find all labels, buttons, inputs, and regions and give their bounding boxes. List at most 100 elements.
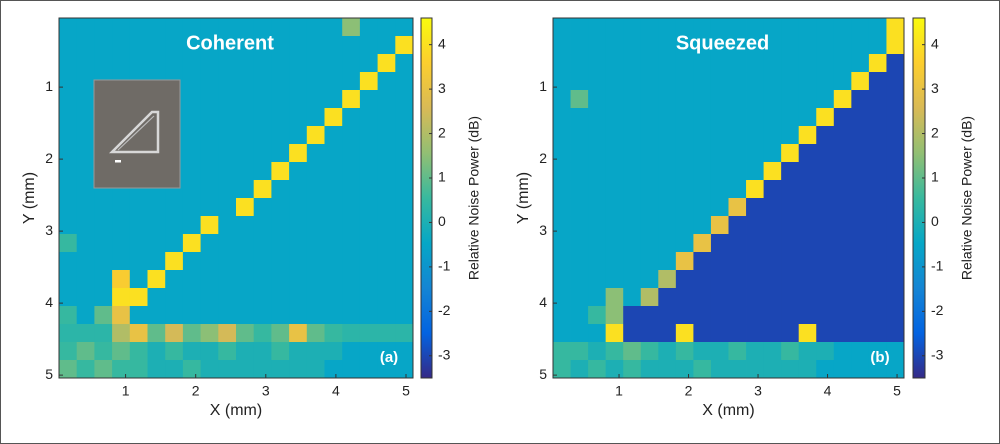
- colorbar-tick-label: 1: [931, 169, 939, 185]
- heatmap-cell: [781, 36, 800, 55]
- heatmap-cell: [623, 252, 642, 271]
- heatmap-cell: [868, 18, 887, 37]
- heatmap-cell: [693, 72, 712, 91]
- heatmap-cell: [200, 54, 219, 73]
- heatmap-cell: [359, 90, 378, 109]
- heatmap-cell: [710, 288, 729, 307]
- heatmap-cell: [693, 216, 712, 235]
- heatmap-cell: [59, 324, 78, 343]
- heatmap-cell: [342, 270, 361, 289]
- heatmap-cell: [570, 18, 589, 37]
- heatmap-cell: [868, 36, 887, 55]
- heatmap-cell: [588, 36, 607, 55]
- heatmap-cell: [342, 90, 361, 109]
- inset-edge: [117, 115, 155, 151]
- heatmap-cell: [798, 18, 817, 37]
- colorbar-tick-label: 4: [931, 35, 939, 51]
- heatmap-cell: [395, 126, 414, 145]
- panel: 1 2 3 4 5 1 2 3 4 5 X (mm) Y (mm) Coherent (a) -3 -2 -1 0…: [21, 17, 482, 419]
- heatmap-cell: [658, 90, 677, 109]
- heatmap-cell: [605, 126, 624, 145]
- heatmap-cell: [289, 342, 308, 361]
- colorbar-tick-label: -2: [438, 302, 451, 318]
- heatmap-cell: [59, 72, 78, 91]
- heatmap-cell: [798, 198, 817, 217]
- heatmap-cell: [728, 360, 747, 379]
- heatmap-cell: [623, 54, 642, 73]
- heatmap-cell: [94, 54, 113, 73]
- heatmap-cell: [710, 306, 729, 325]
- heatmap-cell: [182, 252, 201, 271]
- heatmap-cell: [253, 108, 272, 127]
- heatmap-cell: [395, 90, 414, 109]
- heatmap-cell: [658, 270, 677, 289]
- heatmap-cell: [218, 324, 237, 343]
- heatmap-cell: [236, 108, 255, 127]
- heatmap-cell: [553, 270, 571, 289]
- heatmap-cell: [588, 162, 607, 181]
- heatmap-cell: [693, 36, 712, 55]
- heatmap-cell: [640, 108, 659, 127]
- heatmap-cell: [236, 234, 255, 253]
- heatmap-cell: [763, 180, 782, 199]
- heatmap-cell: [147, 306, 166, 325]
- heatmap-cell: [395, 108, 414, 127]
- heatmap-cell: [182, 306, 201, 325]
- heatmap-cell: [553, 234, 571, 253]
- heatmap-cell: [658, 144, 677, 163]
- heatmap-cell: [763, 54, 782, 73]
- heatmap-cell: [289, 324, 308, 343]
- heatmap-cell: [236, 270, 255, 289]
- heatmap-cell: [359, 162, 378, 181]
- heatmap-cell: [289, 360, 308, 379]
- heatmap-cell: [59, 198, 78, 217]
- heatmap-cell: [728, 216, 747, 235]
- heatmap-cell: [886, 342, 905, 361]
- heatmap-cell: [359, 324, 378, 343]
- heatmap-cell: [200, 360, 219, 379]
- heatmap-cell: [781, 126, 800, 145]
- heatmap-cell: [306, 180, 325, 199]
- heatmap-cell: [76, 234, 95, 253]
- heatmap-cell: [395, 36, 414, 55]
- heatmap-cell: [781, 162, 800, 181]
- heatmap-cell: [868, 126, 887, 145]
- heatmap-cell: [271, 72, 290, 91]
- heatmap-cell: [395, 342, 414, 361]
- heatmap-cell: [886, 180, 905, 199]
- heatmap-cell: [693, 288, 712, 307]
- heatmap-cell: [377, 324, 396, 343]
- y-tick-label: 1: [539, 78, 547, 94]
- heatmap-cell: [94, 360, 113, 379]
- heatmap-cell: [129, 216, 148, 235]
- heatmap-cell: [200, 144, 219, 163]
- heatmap-cell: [182, 18, 201, 37]
- heatmap-cell: [640, 324, 659, 343]
- heatmap-cell: [395, 198, 414, 217]
- heatmap-cell: [868, 252, 887, 271]
- heatmap-cell: [746, 216, 764, 235]
- heatmap-cell: [165, 216, 184, 235]
- heatmap-cell: [76, 126, 95, 145]
- heatmap-cell: [798, 234, 817, 253]
- heatmap-cell: [165, 360, 184, 379]
- heatmap-cell: [728, 162, 747, 181]
- heatmap-cell: [271, 108, 290, 127]
- heatmap-cell: [851, 144, 870, 163]
- y-axis-label: Y (mm): [515, 172, 532, 224]
- heatmap-cell: [236, 72, 255, 91]
- heatmap-cell: [271, 306, 290, 325]
- heatmap-cell: [710, 324, 729, 343]
- heatmap-cell: [147, 216, 166, 235]
- heatmap-cell: [112, 234, 131, 253]
- x-tick-label: 2: [685, 383, 693, 399]
- heatmap-cell: [553, 36, 571, 55]
- heatmap-cell: [675, 126, 694, 145]
- heatmap-cell: [59, 162, 78, 181]
- heatmap-cell: [218, 108, 237, 127]
- heatmap-cell: [271, 324, 290, 343]
- heatmap-cell: [868, 72, 887, 91]
- heatmap-cell: [236, 162, 255, 181]
- heatmap-cell: [746, 198, 764, 217]
- heatmap-cell: [763, 162, 782, 181]
